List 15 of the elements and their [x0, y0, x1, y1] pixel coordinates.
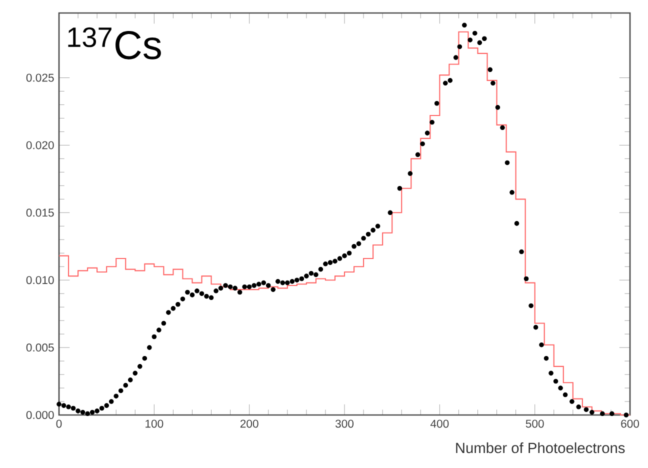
x-tick-label: 500 [526, 420, 544, 428]
annotation: $^{137}$Cs [68, 27, 161, 60]
x-axis-title: Number of Photoelectrons [456, 442, 625, 454]
y-tick-label: 0.000 [26, 410, 54, 420]
y-tick-label: 0.025 [26, 74, 54, 82]
y-tick-label: 0.010 [26, 276, 54, 284]
x-tick-label: 600 [621, 420, 640, 428]
x-tick-label: 100 [146, 420, 164, 428]
y-tick-label: 0.005 [26, 344, 54, 352]
x-tick-label: 0 [56, 420, 62, 428]
y-tick-label: 0.020 [26, 141, 54, 150]
x-tick-label: 200 [240, 420, 258, 428]
y-tick-label: 0.015 [26, 208, 54, 217]
x-tick-label: 300 [335, 420, 354, 428]
x-tick-label: 400 [430, 420, 449, 428]
